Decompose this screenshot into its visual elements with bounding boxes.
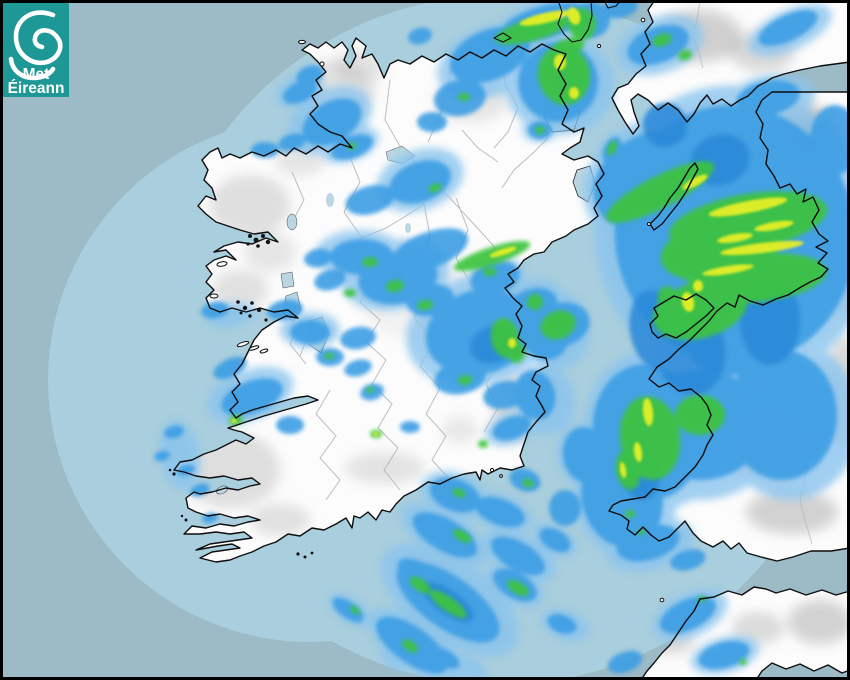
lough-conn — [286, 213, 298, 231]
aran-islands — [236, 340, 250, 348]
logo-text-line1: Met — [23, 66, 50, 83]
radar-echo-intense-rain-layer — [231, 7, 804, 478]
lundy — [659, 597, 665, 603]
islet-clusters — [168, 234, 314, 559]
lough-allen — [326, 193, 334, 207]
lough-mask — [280, 271, 295, 289]
logo-text-line2: Éireann — [8, 80, 65, 97]
small-islands — [209, 17, 665, 603]
tory-island — [298, 39, 306, 45]
clare-island — [216, 261, 228, 267]
inishbofin — [209, 293, 219, 299]
saltee-islands — [489, 467, 495, 473]
calf-of-man — [647, 222, 651, 226]
arranmore — [319, 61, 325, 67]
met-eireann-logo: Met Éireann — [3, 3, 69, 97]
ailsa-craig — [640, 17, 646, 23]
hurricane-swirl-icon — [8, 10, 63, 81]
sanda-island — [596, 43, 602, 49]
